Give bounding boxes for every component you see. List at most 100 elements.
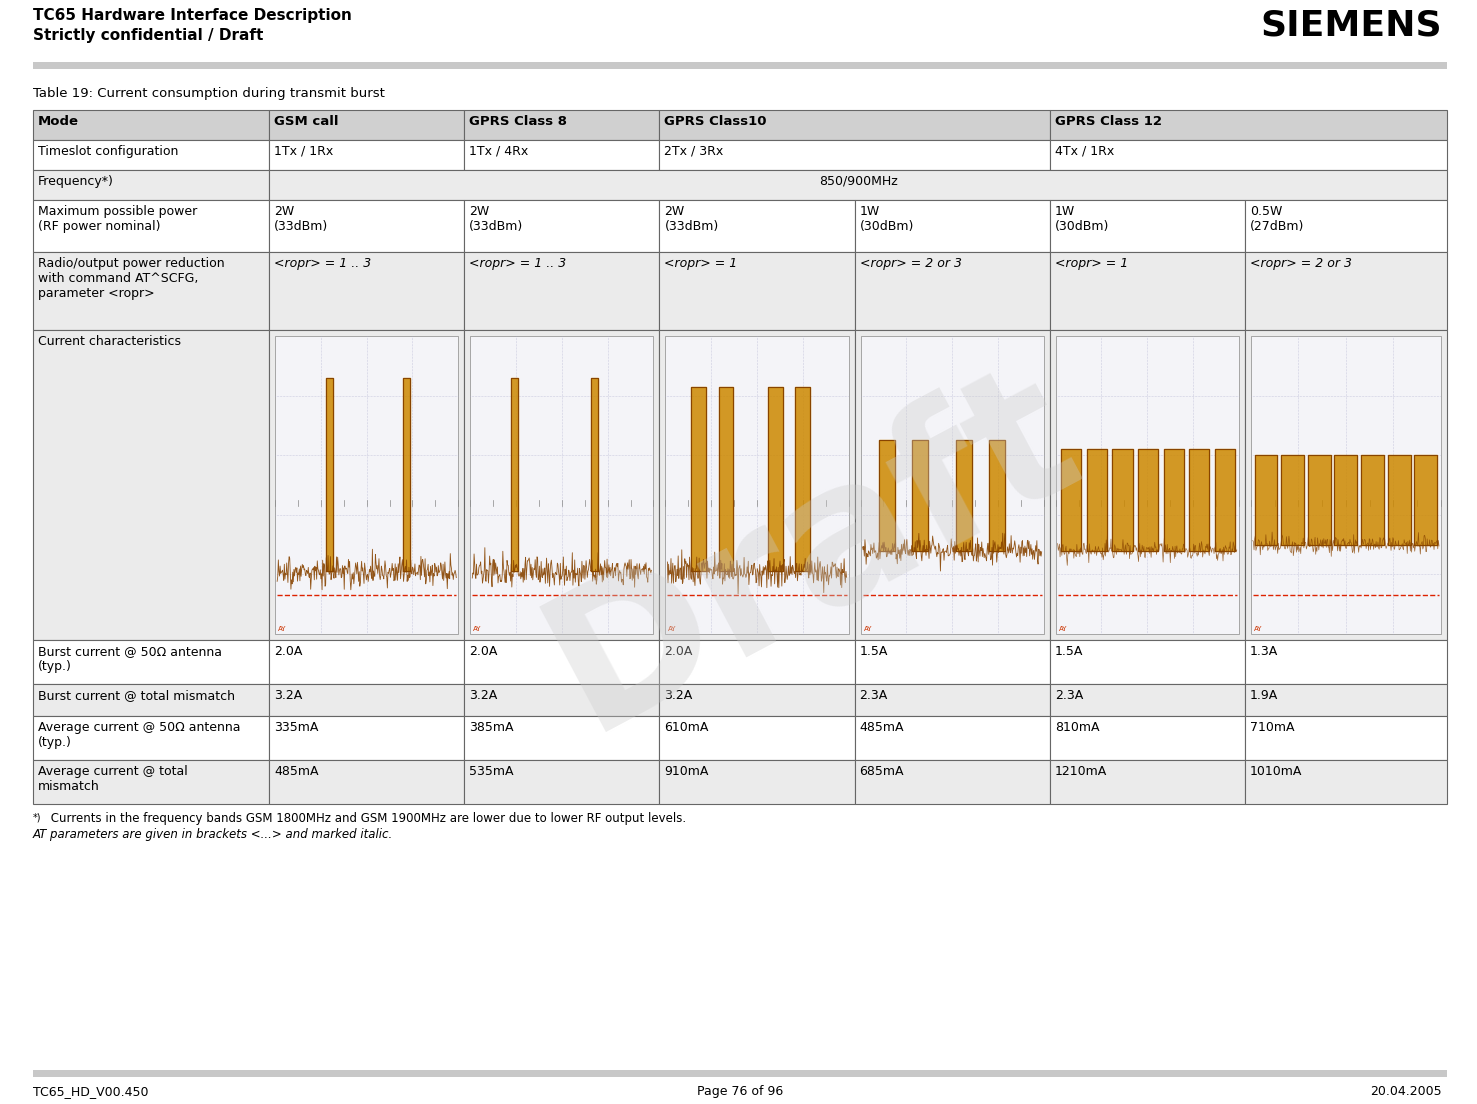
FancyBboxPatch shape	[1050, 684, 1245, 716]
FancyBboxPatch shape	[855, 640, 1050, 684]
FancyBboxPatch shape	[275, 336, 458, 634]
Text: Current characteristics: Current characteristics	[38, 335, 182, 348]
FancyBboxPatch shape	[32, 140, 269, 170]
Polygon shape	[1388, 455, 1411, 544]
FancyBboxPatch shape	[269, 170, 1447, 200]
Text: 485mA: 485mA	[275, 765, 319, 778]
FancyBboxPatch shape	[464, 684, 659, 716]
Text: GPRS Class 12: GPRS Class 12	[1055, 115, 1162, 128]
Text: 2.3A: 2.3A	[860, 689, 888, 702]
Text: 1W
(30dBm): 1W (30dBm)	[1055, 205, 1109, 233]
FancyBboxPatch shape	[659, 140, 1050, 170]
Text: AY: AY	[1059, 626, 1068, 631]
Text: 1Tx / 1Rx: 1Tx / 1Rx	[275, 145, 334, 158]
FancyBboxPatch shape	[32, 684, 269, 716]
Text: 3.2A: 3.2A	[275, 689, 303, 702]
FancyBboxPatch shape	[1050, 252, 1245, 330]
FancyBboxPatch shape	[1056, 336, 1239, 634]
FancyBboxPatch shape	[464, 760, 659, 804]
Polygon shape	[511, 378, 518, 572]
Polygon shape	[718, 386, 733, 572]
FancyBboxPatch shape	[1050, 716, 1245, 760]
Text: AY: AY	[278, 626, 287, 631]
FancyBboxPatch shape	[1245, 330, 1447, 640]
Polygon shape	[956, 440, 972, 551]
FancyBboxPatch shape	[1251, 336, 1442, 634]
FancyBboxPatch shape	[1245, 200, 1447, 252]
FancyBboxPatch shape	[269, 140, 464, 170]
Polygon shape	[1415, 455, 1437, 544]
Polygon shape	[1189, 449, 1210, 551]
Polygon shape	[1362, 455, 1384, 544]
Polygon shape	[796, 386, 809, 572]
Text: 2.0A: 2.0A	[275, 645, 303, 658]
FancyBboxPatch shape	[464, 716, 659, 760]
FancyBboxPatch shape	[464, 252, 659, 330]
FancyBboxPatch shape	[1050, 140, 1447, 170]
Text: Radio/output power reduction
with command AT^SCFG,
parameter <ropr>: Radio/output power reduction with comman…	[38, 257, 225, 300]
FancyBboxPatch shape	[659, 716, 855, 760]
Text: 2.0A: 2.0A	[470, 645, 498, 658]
Text: AY: AY	[1254, 626, 1263, 631]
FancyBboxPatch shape	[1245, 252, 1447, 330]
Polygon shape	[1281, 455, 1304, 544]
Text: TC65_HD_V00.450: TC65_HD_V00.450	[32, 1085, 149, 1098]
FancyBboxPatch shape	[32, 170, 269, 200]
FancyBboxPatch shape	[861, 336, 1044, 634]
Polygon shape	[403, 378, 409, 572]
Polygon shape	[326, 378, 332, 572]
Text: Page 76 of 96: Page 76 of 96	[697, 1085, 783, 1098]
FancyBboxPatch shape	[32, 110, 269, 140]
Text: <ropr> = 1 .. 3: <ropr> = 1 .. 3	[275, 257, 371, 270]
FancyBboxPatch shape	[1050, 200, 1245, 252]
Polygon shape	[1164, 449, 1185, 551]
FancyBboxPatch shape	[269, 684, 464, 716]
Text: Average current @ 50Ω antenna
(typ.): Average current @ 50Ω antenna (typ.)	[38, 721, 241, 749]
Text: GPRS Class 8: GPRS Class 8	[470, 115, 567, 128]
Text: 2Tx / 3Rx: 2Tx / 3Rx	[665, 145, 724, 158]
Text: AY: AY	[864, 626, 871, 631]
Polygon shape	[988, 440, 1006, 551]
FancyBboxPatch shape	[659, 684, 855, 716]
Text: Average current @ total
mismatch: Average current @ total mismatch	[38, 765, 188, 793]
Polygon shape	[1087, 449, 1106, 551]
FancyBboxPatch shape	[32, 62, 1447, 68]
Text: <ropr> = 2 or 3: <ropr> = 2 or 3	[1250, 257, 1351, 270]
Polygon shape	[1139, 449, 1158, 551]
Text: GSM call: GSM call	[275, 115, 338, 128]
FancyBboxPatch shape	[855, 200, 1050, 252]
Polygon shape	[691, 386, 706, 572]
Polygon shape	[1254, 455, 1278, 544]
FancyBboxPatch shape	[659, 330, 855, 640]
FancyBboxPatch shape	[659, 110, 1050, 140]
FancyBboxPatch shape	[32, 200, 269, 252]
Text: Strictly confidential / Draft: Strictly confidential / Draft	[32, 28, 263, 43]
Text: AT parameters are given in brackets <...> and marked italic.: AT parameters are given in brackets <...…	[32, 828, 393, 841]
Text: 3.2A: 3.2A	[665, 689, 693, 702]
Polygon shape	[1216, 449, 1235, 551]
Text: Burst current @ total mismatch: Burst current @ total mismatch	[38, 689, 235, 702]
Text: 485mA: 485mA	[860, 721, 904, 734]
FancyBboxPatch shape	[1050, 330, 1245, 640]
Text: 0.5W
(27dBm): 0.5W (27dBm)	[1250, 205, 1304, 233]
FancyBboxPatch shape	[269, 110, 464, 140]
Text: <ropr> = 2 or 3: <ropr> = 2 or 3	[860, 257, 962, 270]
Text: SIEMENS: SIEMENS	[1260, 8, 1442, 42]
FancyBboxPatch shape	[464, 330, 659, 640]
Polygon shape	[1112, 449, 1133, 551]
Text: Table 19: Current consumption during transmit burst: Table 19: Current consumption during tra…	[32, 87, 385, 100]
FancyBboxPatch shape	[1245, 716, 1447, 760]
Text: 1W
(30dBm): 1W (30dBm)	[860, 205, 914, 233]
FancyBboxPatch shape	[32, 716, 269, 760]
Text: 20.04.2005: 20.04.2005	[1371, 1085, 1442, 1098]
Text: 850/900MHz: 850/900MHz	[818, 176, 898, 188]
FancyBboxPatch shape	[464, 640, 659, 684]
Text: AY: AY	[669, 626, 676, 631]
Text: 710mA: 710mA	[1250, 721, 1294, 734]
Text: 610mA: 610mA	[665, 721, 709, 734]
FancyBboxPatch shape	[1245, 760, 1447, 804]
Text: 1010mA: 1010mA	[1250, 765, 1303, 778]
Text: 4Tx / 1Rx: 4Tx / 1Rx	[1055, 145, 1114, 158]
FancyBboxPatch shape	[855, 760, 1050, 804]
Polygon shape	[911, 440, 928, 551]
